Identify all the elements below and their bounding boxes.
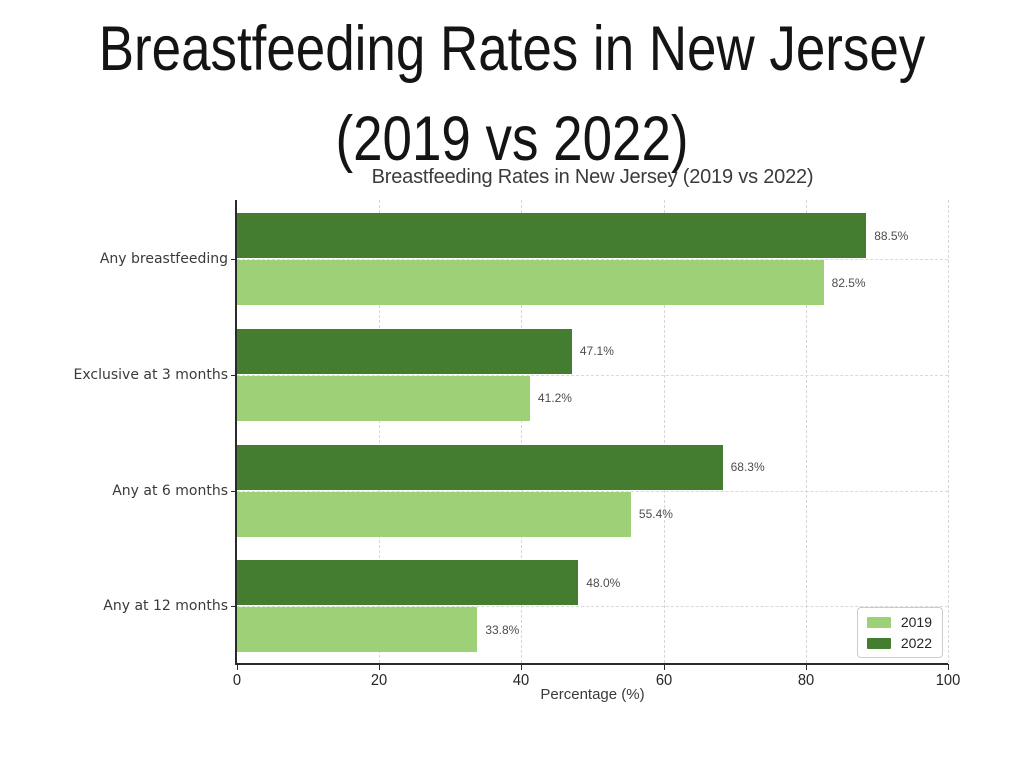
x-axis-spine: [235, 663, 948, 665]
slide-title-line1: Breastfeeding Rates in New Jersey: [98, 14, 926, 84]
x-axis-label: Percentage (%): [540, 686, 645, 703]
bar-2022: [237, 328, 572, 374]
slide-title: Breastfeeding Rates in New Jersey (2019 …: [0, 4, 1024, 184]
value-label: 41.2%: [537, 391, 572, 406]
slide-title-line2: (2019 vs 2022): [335, 104, 689, 174]
y-tick-mark: [231, 606, 237, 608]
legend-label-2022: 2022: [900, 635, 932, 651]
legend-swatch-2019: [867, 616, 891, 628]
legend-label-2019: 2019: [900, 614, 932, 630]
value-label: 55.4%: [638, 507, 673, 521]
legend-swatch-2022: [867, 637, 891, 649]
bar-2019: [237, 260, 824, 305]
bar-2022: [237, 213, 867, 258]
gridline-vertical: [805, 200, 807, 663]
x-tick-mark: [237, 664, 238, 670]
gridline-horizontal: [237, 606, 948, 608]
chart-title: Breastfeeding Rates in New Jersey (2019 …: [371, 166, 814, 188]
x-tick-mark: [379, 664, 381, 670]
x-tick-label: 40: [513, 672, 530, 689]
x-tick-label: 80: [797, 672, 814, 689]
legend: 2019 2022: [857, 607, 943, 658]
x-tick-label: 60: [655, 672, 672, 689]
y-tick-mark: [231, 490, 237, 492]
category-label: Exclusive at 3 months: [73, 366, 229, 383]
category-label: Any at 6 months: [112, 482, 228, 499]
x-tick-mark: [663, 664, 665, 670]
y-tick-mark: [231, 374, 237, 376]
x-tick-label: 100: [935, 672, 961, 689]
value-label: 33.8%: [485, 622, 520, 637]
gridline-vertical: [663, 200, 665, 663]
x-tick-label: 0: [232, 672, 242, 689]
value-label: 48.0%: [586, 575, 621, 590]
gridline-vertical: [948, 200, 949, 663]
category-label: Any at 12 months: [103, 598, 228, 615]
gridline-horizontal: [237, 259, 948, 260]
category-label: Any breastfeeding: [99, 251, 228, 267]
gridline-vertical: [379, 200, 381, 663]
value-label: 88.5%: [874, 228, 909, 243]
x-tick-mark: [948, 664, 949, 670]
bar-2019: [237, 607, 478, 653]
bar-2022: [237, 444, 723, 490]
bar-2019: [237, 375, 530, 421]
x-tick-mark: [521, 664, 523, 670]
bar-2022: [237, 560, 579, 606]
x-tick-mark: [805, 664, 807, 670]
value-label: 47.1%: [579, 344, 614, 359]
plot-area: 2019 2022 0 20 40 60 80 100 Any breastfeeding 8…: [74, 200, 960, 689]
gridline-horizontal: [237, 374, 948, 376]
legend-entry-2022: 2022: [867, 635, 932, 651]
bar-2019: [237, 491, 631, 537]
y-tick-mark: [231, 259, 237, 260]
value-label: 82.5%: [831, 275, 866, 290]
gridline-vertical: [521, 200, 523, 663]
value-label: 68.3%: [730, 460, 765, 474]
gridline-horizontal: [237, 490, 948, 492]
legend-entry-2019: 2019: [867, 614, 932, 630]
y-axis-spine: [235, 200, 237, 663]
x-tick-label: 20: [371, 672, 388, 689]
